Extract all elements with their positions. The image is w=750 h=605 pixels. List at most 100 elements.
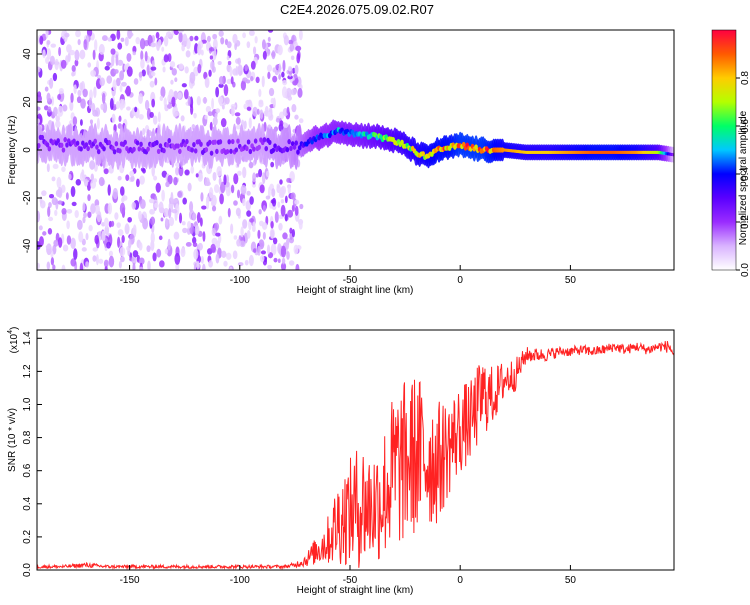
y-tick-label: 0.4 [22,496,33,510]
noise-mark [182,227,188,234]
noise-mark [294,205,299,216]
noise-mark [270,97,275,104]
noise-mark [52,72,58,82]
noise-mark [295,45,302,52]
noise-mark [211,98,215,110]
noise-mark [185,50,191,58]
noise-mark [108,250,114,257]
noise-mark [39,196,43,205]
noise-mark [152,252,157,262]
noise-mark [255,76,260,84]
noise-mark [106,241,111,249]
noise-mark [89,160,96,170]
noise-mark [246,106,252,111]
noise-mark [131,255,137,265]
noise-mark [37,210,41,223]
colorbar-tick-label: 0.8 [740,71,750,85]
y-tick-label: 0 [22,147,33,153]
y-tick-label: -20 [22,190,33,205]
noise-mark [47,227,53,235]
ridge-core [208,139,212,145]
noise-mark [250,60,256,70]
noise-mark [42,231,47,236]
ridge-core [193,148,198,154]
noise-mark [277,201,281,208]
noise-mark [210,200,215,207]
noise-mark [255,173,259,178]
noise-mark [134,106,138,113]
noise-mark [245,200,252,211]
noise-mark [126,52,132,62]
noise-mark [49,77,54,89]
noise-mark [156,248,162,258]
noise-mark [174,111,180,116]
noise-mark [274,211,279,223]
noise-mark [246,41,251,49]
y-tick-label: 40 [22,48,33,60]
noise-mark [74,59,79,67]
noise-mark [124,36,129,47]
noise-mark [258,220,264,227]
noise-mark [51,197,58,206]
ridge-core [287,139,291,145]
noise-mark [108,255,115,268]
noise-mark [70,258,77,267]
noise-mark [124,88,130,95]
noise-mark [200,49,204,56]
ridge-core [199,141,203,147]
noise-mark [46,40,51,45]
noise-mark [142,168,146,174]
noise-mark [279,186,285,198]
noise-mark [149,209,154,215]
noise-mark [244,63,249,72]
noise-mark [212,116,218,126]
ridge-core [86,145,90,152]
ridge-core [56,138,60,144]
ridge-core [123,139,127,145]
noise-mark [271,50,276,60]
noise-mark [202,231,206,242]
x-tick-label: -100 [230,575,250,586]
noise-mark [289,43,295,52]
noise-mark [50,257,55,266]
noise-mark [242,166,247,179]
noise-mark [219,193,224,205]
noise-mark [130,175,135,182]
noise-mark [221,104,225,110]
noise-mark [249,196,254,205]
noise-mark [118,260,122,269]
noise-mark [189,35,194,42]
noise-mark [101,92,106,104]
noise-mark [138,210,142,221]
noise-mark [174,252,181,265]
noise-mark [77,38,81,46]
noise-mark [218,177,222,186]
noise-mark [287,75,293,80]
noise-mark [127,32,134,37]
noise-mark [167,238,171,251]
noise-mark [233,200,238,206]
noise-mark [178,165,184,177]
noise-mark [208,69,212,77]
noise-mark [294,114,299,120]
noise-mark [154,202,159,208]
noise-mark [270,161,275,168]
noise-mark [53,239,59,247]
snr-multiplier-base: (x10 [9,333,20,353]
noise-mark [265,170,270,178]
noise-mark [121,197,125,203]
ridge-core [158,143,163,149]
noise-mark [45,30,49,39]
noise-mark [220,117,227,128]
spectrogram-y-label: Frequency (Hz) [7,116,18,185]
noise-mark [278,63,282,75]
noise-mark [226,78,232,85]
colorbar: 0.0 0.2 0.4 0.6 0.8 Normalized spectral ampl… [711,29,750,277]
noise-mark [113,69,119,74]
ridge-core [671,153,674,157]
noise-mark [57,200,63,205]
noise-mark [173,30,180,36]
ridge-core [262,137,267,143]
y-tick-label: 0.0 [22,563,33,577]
noise-mark [57,105,64,117]
